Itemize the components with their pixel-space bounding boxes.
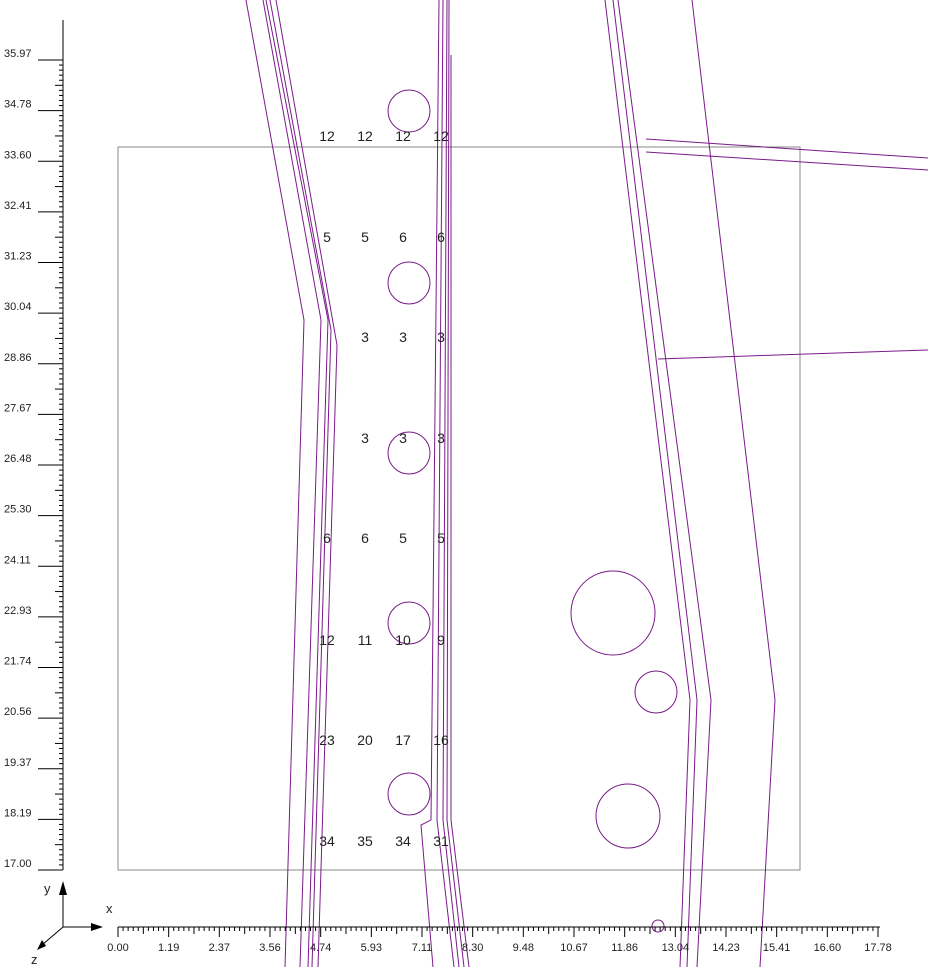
value-label: 12	[357, 128, 373, 144]
y-tick-label: 28.86	[4, 352, 32, 364]
value-label: 5	[361, 229, 369, 245]
geometry-line-2	[262, 0, 322, 967]
value-label: 12	[319, 632, 335, 648]
y-tick-label: 32.41	[4, 200, 32, 212]
geometry-line-15	[645, 138, 929, 159]
geometry-line-17	[657, 349, 929, 360]
geometry-circle-7	[634, 670, 678, 714]
bounding-rectangle	[117, 146, 801, 871]
triad-y-label: y	[44, 881, 51, 896]
value-label: 3	[437, 430, 445, 446]
triad-z-axis	[41, 926, 64, 946]
value-label: 12	[395, 128, 411, 144]
geometry-line-12	[612, 0, 698, 967]
x-tick-label: 0.00	[107, 942, 128, 954]
y-tick-label: 30.04	[4, 301, 32, 313]
geometry-circle-3	[387, 431, 431, 475]
value-label: 5	[323, 229, 331, 245]
x-tick-label: 10.67	[560, 942, 588, 954]
x-tick-label: 5.93	[361, 942, 382, 954]
geometry-circle-6	[570, 570, 656, 656]
value-label: 6	[437, 229, 445, 245]
value-label: 6	[323, 530, 331, 546]
y-tick-label: 22.93	[4, 605, 32, 617]
x-tick-label: 9.48	[513, 942, 534, 954]
value-label: 31	[433, 833, 449, 849]
value-label: 6	[399, 229, 407, 245]
value-label: 3	[361, 430, 369, 446]
geometry-line-14	[691, 0, 776, 967]
value-label: 6	[361, 530, 369, 546]
value-label: 3	[437, 329, 445, 345]
y-tick-label: 17.00	[4, 858, 32, 870]
geometry-circle-5	[387, 772, 431, 816]
value-label: 10	[395, 632, 411, 648]
y-tick-label: 20.56	[4, 706, 32, 718]
x-tick-label: 11.86	[611, 942, 638, 954]
value-label: 17	[395, 732, 411, 748]
value-label: 9	[437, 632, 445, 648]
geometry-line-1	[245, 0, 305, 967]
value-label: 20	[357, 732, 373, 748]
geometry-line-8	[442, 0, 460, 967]
value-label: 35	[357, 833, 373, 849]
y-tick-label: 24.11	[4, 554, 31, 566]
triad-z-arrow	[37, 940, 46, 950]
y-tick-label: 27.67	[4, 402, 32, 414]
geometry-line-7	[436, 0, 455, 967]
x-tick-label: 16.60	[814, 942, 842, 954]
x-tick-label: 14.23	[712, 942, 740, 954]
geometry-line-4	[269, 0, 332, 967]
geometry-line-10	[450, 55, 470, 967]
geometry-line-5	[275, 0, 338, 967]
y-tick-label: 18.19	[4, 807, 32, 819]
y-tick-label: 19.37	[4, 757, 32, 769]
value-label: 3	[399, 430, 407, 446]
value-label: 34	[319, 833, 335, 849]
x-tick-label: 7.11	[412, 942, 433, 954]
geometry-circle-9	[651, 919, 665, 933]
x-tick-label: 3.56	[259, 942, 280, 954]
value-label: 5	[437, 530, 445, 546]
x-tick-label: 1.19	[158, 942, 179, 954]
geometry-line-13	[617, 0, 712, 967]
value-label: 3	[399, 329, 407, 345]
x-tick-label: 15.41	[763, 942, 791, 954]
value-label: 12	[433, 128, 449, 144]
value-label: 11	[358, 632, 373, 648]
geometry-circle-1	[387, 89, 431, 133]
geometry-line-6	[420, 0, 440, 967]
geometry-circle-8	[595, 783, 661, 849]
value-label: 16	[433, 732, 449, 748]
geometry-line-11	[604, 0, 691, 967]
x-tick-label: 4.74	[310, 942, 331, 954]
y-tick-label: 35.97	[4, 48, 32, 60]
triad-x-arrow	[91, 923, 103, 931]
triad-y-arrow	[59, 881, 67, 895]
x-tick-label: 13.04	[662, 942, 690, 954]
value-label: 34	[395, 833, 411, 849]
y-tick-label: 33.60	[4, 149, 32, 161]
triad-z-label: z	[31, 952, 38, 967]
x-tick-label: 17.78	[864, 942, 892, 954]
geometry-line-9	[446, 0, 465, 967]
y-tick-label: 34.78	[4, 99, 32, 111]
x-tick-label: 8.30	[462, 942, 483, 954]
geometry-circle-4	[387, 601, 431, 645]
value-label: 23	[319, 732, 335, 748]
value-label: 12	[319, 128, 335, 144]
y-tick-label: 31.23	[4, 251, 32, 263]
value-label: 3	[361, 329, 369, 345]
x-tick-label: 2.37	[209, 942, 230, 954]
y-tick-label: 26.48	[4, 453, 32, 465]
value-label: 5	[399, 530, 407, 546]
geometry-circle-2	[387, 261, 431, 305]
y-tick-label: 21.74	[4, 656, 32, 668]
triad-x-label: x	[106, 901, 113, 916]
y-tick-label: 25.30	[4, 504, 32, 516]
geometry-line-3	[265, 0, 329, 967]
geometry-line-16	[645, 151, 929, 171]
